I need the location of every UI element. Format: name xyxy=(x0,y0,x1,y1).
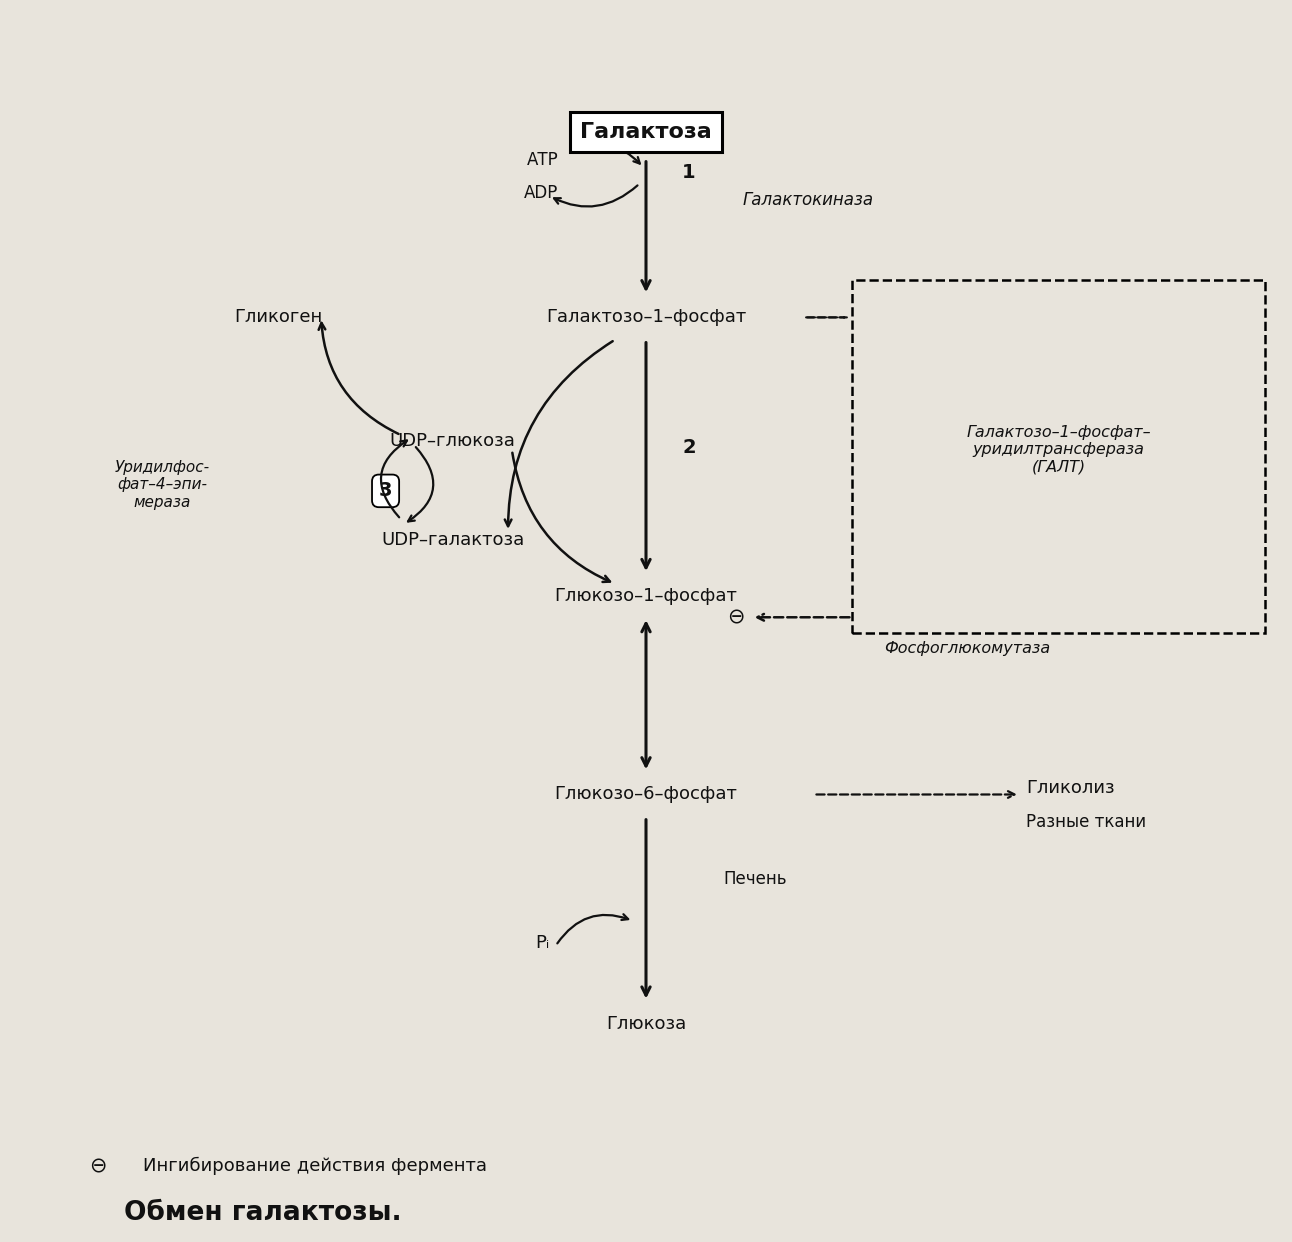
Text: Фосфоглюкомутаза: Фосфоглюкомутаза xyxy=(885,641,1050,656)
Text: Ингибирование действия фермента: Ингибирование действия фермента xyxy=(143,1158,487,1175)
Text: Разные ткани: Разные ткани xyxy=(1026,812,1146,831)
Text: Pᵢ: Pᵢ xyxy=(535,934,549,953)
Text: Гликоген: Гликоген xyxy=(234,308,323,327)
Text: Гликолиз: Гликолиз xyxy=(1026,779,1115,797)
Text: АТР: АТР xyxy=(527,152,558,169)
Text: Обмен галактозы.: Обмен галактозы. xyxy=(124,1200,402,1226)
Text: 3: 3 xyxy=(379,482,393,501)
Text: Галактозо–1–фосфат–
уридилтрансфераза
(ГАЛТ): Галактозо–1–фосфат– уридилтрансфераза (Г… xyxy=(966,425,1151,474)
Text: UDP–глюкоза: UDP–глюкоза xyxy=(390,432,516,451)
Text: Галактокиназа: Галактокиназа xyxy=(743,191,873,209)
Text: 2: 2 xyxy=(682,438,695,457)
Text: Уридилфос-
фат–4–эпи-
мераза: Уридилфос- фат–4–эпи- мераза xyxy=(115,460,211,509)
Text: Галактоза: Галактоза xyxy=(580,122,712,142)
Text: Глюкозо–1–фосфат: Глюкозо–1–фосфат xyxy=(554,587,738,605)
Text: Галактозо–1–фосфат: Галактозо–1–фосфат xyxy=(547,308,745,327)
Text: UDP–галактоза: UDP–галактоза xyxy=(381,532,525,549)
Text: Глюкоза: Глюкоза xyxy=(606,1015,686,1033)
Text: ⊖: ⊖ xyxy=(727,607,745,627)
Text: Глюкозо–6–фосфат: Глюкозо–6–фосфат xyxy=(554,785,738,804)
Text: 1: 1 xyxy=(682,163,695,181)
Text: Печень: Печень xyxy=(724,869,787,888)
Text: ⊖: ⊖ xyxy=(89,1156,107,1176)
Text: АDР: АDР xyxy=(525,185,558,202)
